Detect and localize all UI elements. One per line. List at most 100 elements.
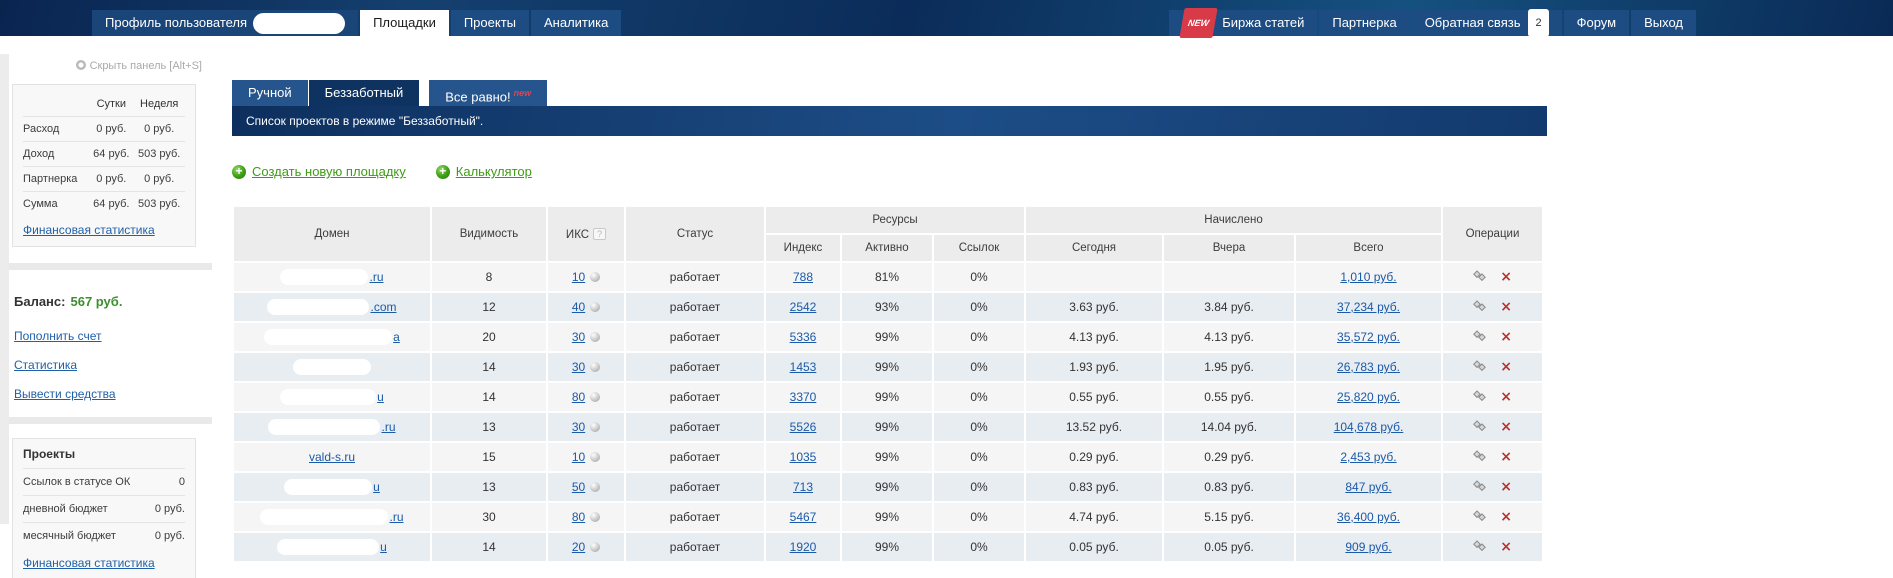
iks-link[interactable]: 20 — [571, 540, 586, 554]
create-platform-link[interactable]: Создать новую площадку — [252, 164, 406, 179]
header-index: Индекс — [766, 235, 840, 261]
articles-exchange-button[interactable]: NEW Биржа статей — [1169, 8, 1318, 38]
domain-link[interactable]: .ru — [381, 420, 396, 434]
link-chain-icon[interactable] — [1473, 510, 1487, 525]
domain-link[interactable]: .com — [370, 300, 397, 314]
domain-blur-patch — [292, 359, 371, 375]
link-chain-icon[interactable] — [1473, 480, 1487, 495]
total-link[interactable]: 909 руб. — [1345, 540, 1392, 554]
index-link[interactable]: 788 — [792, 270, 814, 284]
create-platform-action[interactable]: + Создать новую площадку — [232, 164, 406, 179]
logout-button[interactable]: Выход — [1631, 10, 1696, 36]
domain-link[interactable]: u — [380, 540, 387, 554]
total-link[interactable]: 36,400 руб. — [1337, 510, 1400, 524]
tab-platforms[interactable]: Площадки — [360, 10, 449, 36]
delete-icon[interactable]: × — [1500, 329, 1513, 345]
delete-icon[interactable]: × — [1500, 539, 1513, 555]
iks-link[interactable]: 50 — [571, 480, 586, 494]
link-chain-icon[interactable] — [1473, 330, 1487, 345]
projects-finance-statistics-link[interactable]: Финансовая статистика — [23, 556, 155, 570]
link-chain-icon[interactable] — [1473, 450, 1487, 465]
profile-button[interactable]: Профиль пользователя — [92, 10, 359, 36]
index-link[interactable]: 2542 — [789, 300, 817, 314]
iks-update-icon[interactable] — [590, 392, 601, 402]
mode-tab-manual[interactable]: Ручной — [232, 80, 308, 106]
iks-link[interactable]: 80 — [571, 390, 586, 404]
index-link[interactable]: 1453 — [789, 360, 817, 374]
domain-link[interactable]: u — [377, 390, 384, 404]
link-chain-icon[interactable] — [1473, 360, 1487, 375]
links-percent-cell: 0% — [934, 533, 1024, 561]
total-link[interactable]: 847 руб. — [1345, 480, 1392, 494]
calculator-link[interactable]: Калькулятор — [455, 164, 532, 179]
mode-tab-carefree[interactable]: Беззаботный — [308, 80, 420, 106]
tab-analytics[interactable]: Аналитика — [531, 10, 622, 36]
iks-link[interactable]: 30 — [571, 330, 586, 344]
total-link[interactable]: 35,572 руб. — [1337, 330, 1400, 344]
delete-icon[interactable]: × — [1500, 509, 1513, 525]
iks-update-icon[interactable] — [590, 452, 601, 462]
index-link[interactable]: 1920 — [789, 540, 817, 554]
total-link[interactable]: 1,010 руб. — [1340, 270, 1397, 284]
total-link[interactable]: 2,453 руб. — [1340, 450, 1397, 464]
link-chain-icon[interactable] — [1473, 270, 1487, 285]
domain-link[interactable]: .ru — [369, 270, 384, 284]
operations-cell: × — [1443, 263, 1542, 291]
index-link[interactable]: 1035 — [789, 450, 817, 464]
iks-update-icon[interactable] — [590, 272, 601, 282]
partnership-button[interactable]: Партнерка — [1319, 10, 1410, 36]
iks-link[interactable]: 10 — [571, 450, 586, 464]
link-chain-icon[interactable] — [1473, 420, 1487, 435]
index-link[interactable]: 5526 — [789, 420, 817, 434]
total-link[interactable]: 26,783 руб. — [1337, 360, 1400, 374]
total-link[interactable]: 37,234 руб. — [1337, 300, 1400, 314]
delete-icon[interactable]: × — [1500, 389, 1513, 405]
main-content: Ручной Беззаботный Все равно! new Список … — [232, 36, 1547, 563]
delete-icon[interactable]: × — [1500, 419, 1513, 435]
active-value: 99% — [874, 420, 900, 434]
withdraw-funds-link[interactable]: Вывести средства — [14, 387, 116, 401]
delete-icon[interactable]: × — [1500, 479, 1513, 495]
domain-link[interactable]: u — [373, 480, 380, 494]
iks-update-icon[interactable] — [590, 512, 601, 522]
delete-icon[interactable]: × — [1500, 359, 1513, 375]
iks-update-icon[interactable] — [590, 542, 601, 552]
finance-statistics-link[interactable]: Финансовая статистика — [23, 223, 155, 237]
iks-link[interactable]: 80 — [571, 510, 586, 524]
iks-update-icon[interactable] — [590, 302, 601, 312]
feedback-button[interactable]: Обратная связь 2 — [1411, 9, 1562, 41]
total-link[interactable]: 104,678 руб. — [1333, 420, 1404, 434]
total-link[interactable]: 25,820 руб. — [1337, 390, 1400, 404]
iks-link[interactable]: 10 — [571, 270, 586, 284]
iks-link[interactable]: 40 — [571, 300, 586, 314]
link-chain-icon[interactable] — [1473, 540, 1487, 555]
mode-tab-whatever[interactable]: Все равно! new — [429, 80, 548, 106]
link-chain-icon[interactable] — [1473, 300, 1487, 315]
index-link[interactable]: 5336 — [789, 330, 817, 344]
iks-link[interactable]: 30 — [571, 360, 586, 374]
top-up-account-link[interactable]: Пополнить счет — [14, 329, 102, 343]
domain-link[interactable]: a — [393, 330, 400, 344]
delete-icon[interactable]: × — [1500, 449, 1513, 465]
iks-update-icon[interactable] — [590, 332, 601, 342]
calculator-action[interactable]: + Калькулятор — [435, 164, 532, 179]
delete-icon[interactable]: × — [1500, 269, 1513, 285]
iks-help-icon[interactable]: ? — [593, 227, 607, 240]
iks-update-icon[interactable] — [590, 422, 601, 432]
index-link[interactable]: 5467 — [789, 510, 817, 524]
domain-blur-patch — [268, 419, 381, 435]
iks-update-icon[interactable] — [590, 482, 601, 492]
tab-projects[interactable]: Проекты — [450, 10, 529, 36]
forum-button[interactable]: Форум — [1563, 10, 1630, 36]
iks-update-icon[interactable] — [590, 362, 601, 372]
stats-label: Доход — [23, 141, 90, 167]
index-link[interactable]: 3370 — [789, 390, 817, 404]
statistics-link[interactable]: Статистика — [14, 358, 78, 372]
link-chain-icon[interactable] — [1473, 390, 1487, 405]
hide-panel-link[interactable]: Скрыть панель [Alt+S] — [0, 60, 202, 72]
domain-link[interactable]: vald-s.ru — [308, 450, 355, 464]
domain-link[interactable]: .ru — [389, 510, 404, 524]
delete-icon[interactable]: × — [1500, 299, 1513, 315]
iks-link[interactable]: 30 — [571, 420, 586, 434]
index-link[interactable]: 713 — [792, 480, 814, 494]
